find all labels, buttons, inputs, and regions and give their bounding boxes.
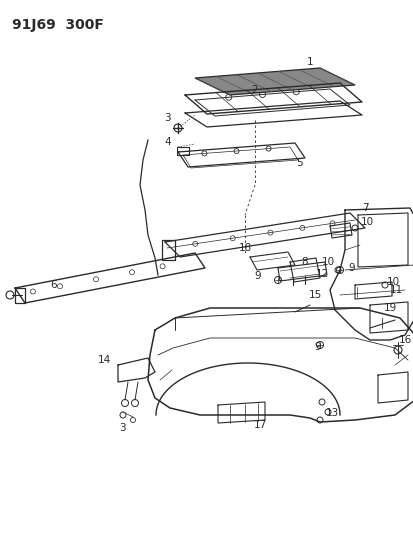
Text: 17: 17 [253,420,266,430]
Text: 5: 5 [296,158,303,168]
Text: 7: 7 [361,203,368,213]
Text: 19: 19 [382,303,396,313]
Text: 11: 11 [389,285,402,295]
Text: 8: 8 [301,257,308,267]
Text: 16: 16 [397,335,411,345]
Text: 18: 18 [238,243,251,253]
Text: 12: 12 [315,269,328,279]
Text: 15: 15 [308,290,321,300]
Text: 6: 6 [50,280,57,290]
Text: 2: 2 [251,85,258,95]
Text: 3: 3 [119,423,125,433]
Text: 9: 9 [254,271,261,281]
Text: 10: 10 [360,217,373,227]
Text: 4: 4 [164,137,171,147]
Polygon shape [195,68,354,95]
Text: 10: 10 [385,277,399,287]
Text: 14: 14 [97,355,110,365]
Text: 91J69  300F: 91J69 300F [12,18,104,32]
Text: 9: 9 [348,263,354,273]
Text: 1: 1 [306,57,313,67]
Text: 3: 3 [163,113,170,123]
Text: 13: 13 [325,408,338,418]
Text: 10: 10 [320,257,334,267]
Text: 9: 9 [314,342,320,352]
